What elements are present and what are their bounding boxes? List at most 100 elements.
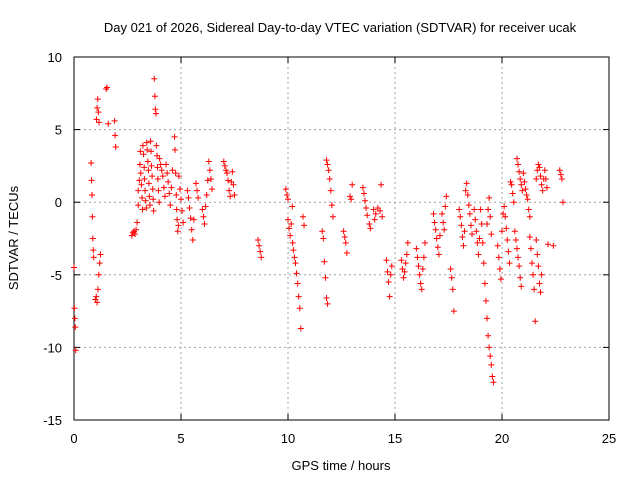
data-point [133, 226, 140, 233]
data-point [174, 216, 181, 223]
data-point [171, 133, 178, 140]
data-point [112, 144, 119, 151]
data-point [139, 194, 146, 201]
data-point [450, 308, 457, 315]
data-point [323, 157, 330, 164]
data-point [486, 344, 493, 351]
data-point [95, 109, 102, 116]
data-point [224, 170, 231, 177]
y-axis-label: SDTVAR / TECUs [6, 185, 21, 290]
data-point [141, 164, 148, 171]
data-point [325, 167, 332, 174]
x-tick-label: 10 [281, 431, 295, 446]
x-axis-label: GPS time / hours [292, 458, 391, 473]
data-point [257, 248, 264, 255]
data-point [519, 187, 526, 194]
data-point [227, 193, 234, 200]
data-point [478, 220, 485, 227]
data-point [72, 324, 79, 331]
data-point [472, 216, 479, 223]
data-point [416, 271, 423, 278]
data-point [384, 268, 391, 275]
data-point [161, 193, 168, 200]
data-point [473, 228, 480, 235]
data-point [142, 197, 149, 204]
data-point [537, 173, 544, 180]
data-point [505, 248, 512, 255]
data-point [479, 239, 486, 246]
data-point [321, 258, 328, 265]
data-point [343, 250, 350, 257]
data-point [204, 177, 211, 184]
data-point [144, 146, 151, 153]
x-tick-label: 25 [602, 431, 616, 446]
data-point [172, 146, 179, 153]
data-point [103, 84, 110, 91]
data-point [112, 132, 119, 139]
data-point [138, 181, 145, 188]
data-point [502, 213, 509, 220]
data-point [88, 191, 95, 198]
data-point [229, 168, 236, 175]
data-point [440, 219, 447, 226]
axis-ticks [73, 56, 610, 421]
data-point [379, 213, 386, 220]
data-point [532, 318, 539, 325]
data-point [131, 231, 138, 238]
data-point [88, 159, 95, 166]
data-point [179, 207, 186, 214]
data-point [185, 194, 192, 201]
data-point [518, 181, 525, 188]
data-point [255, 236, 262, 243]
data-point [459, 234, 466, 241]
data-point [550, 242, 557, 249]
data-point [513, 245, 520, 252]
data-point [323, 295, 330, 302]
data-point [283, 191, 290, 198]
data-point [533, 236, 540, 243]
data-point [401, 268, 408, 275]
data-point [363, 205, 370, 212]
data-point [152, 106, 159, 113]
y-tick-label: -5 [50, 268, 62, 283]
data-point [93, 293, 100, 300]
data-point [503, 225, 510, 232]
data-point [96, 119, 103, 126]
data-point [192, 180, 199, 187]
data-point [511, 228, 518, 235]
data-point [149, 173, 156, 180]
data-point [432, 226, 439, 233]
data-point [516, 263, 523, 270]
data-point [508, 181, 515, 188]
data-point [364, 212, 371, 219]
data-point [329, 213, 336, 220]
data-point [526, 234, 533, 241]
data-point [535, 263, 542, 270]
data-point [136, 177, 143, 184]
data-point [137, 148, 144, 155]
data-point [200, 213, 207, 220]
data-point [536, 280, 543, 287]
data-point [322, 274, 329, 281]
data-point [531, 286, 538, 293]
data-point [190, 216, 197, 223]
data-point [476, 235, 483, 242]
data-point [231, 191, 238, 198]
data-point [137, 170, 144, 177]
data-point [157, 161, 164, 168]
data-point [156, 199, 163, 206]
data-point [71, 305, 78, 312]
data-point [151, 75, 158, 82]
data-point [285, 196, 291, 203]
data-point [154, 152, 161, 159]
data-point [372, 210, 379, 217]
data-point [488, 231, 495, 238]
data-point [556, 167, 563, 174]
data-point [447, 265, 454, 272]
data-point [149, 186, 156, 193]
data-point [144, 158, 151, 165]
data-point [475, 251, 482, 258]
data-point [457, 213, 464, 220]
data-point [164, 170, 171, 177]
data-point [402, 260, 409, 267]
